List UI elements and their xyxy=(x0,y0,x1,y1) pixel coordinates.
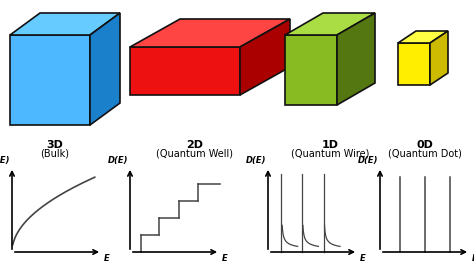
Text: (Quantum Well): (Quantum Well) xyxy=(156,148,234,158)
Text: 3D: 3D xyxy=(46,140,64,150)
Text: E: E xyxy=(472,254,474,263)
Polygon shape xyxy=(285,13,375,35)
Polygon shape xyxy=(130,47,240,95)
Text: E: E xyxy=(222,254,228,263)
Text: 1D: 1D xyxy=(321,140,338,150)
Polygon shape xyxy=(10,13,120,35)
Text: D(E): D(E) xyxy=(0,156,10,165)
Text: (Quantum Dot): (Quantum Dot) xyxy=(388,148,462,158)
Polygon shape xyxy=(337,13,375,105)
Text: 0D: 0D xyxy=(417,140,433,150)
Polygon shape xyxy=(240,19,290,95)
Polygon shape xyxy=(285,35,337,105)
Text: D(E): D(E) xyxy=(246,156,266,165)
Text: (Bulk): (Bulk) xyxy=(40,148,70,158)
Polygon shape xyxy=(130,19,290,47)
Text: (Quantum Wire): (Quantum Wire) xyxy=(291,148,369,158)
Text: D(E): D(E) xyxy=(108,156,128,165)
Polygon shape xyxy=(90,13,120,125)
Polygon shape xyxy=(398,31,448,43)
Polygon shape xyxy=(398,43,430,85)
Text: E: E xyxy=(104,254,110,263)
Polygon shape xyxy=(430,31,448,85)
Polygon shape xyxy=(10,35,90,125)
Text: D(E): D(E) xyxy=(357,156,378,165)
Text: E: E xyxy=(360,254,366,263)
Text: 2D: 2D xyxy=(186,140,203,150)
